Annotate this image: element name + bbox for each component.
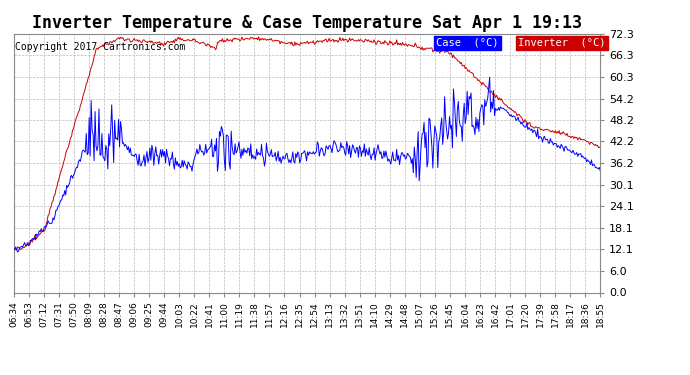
Text: Copyright 2017 Cartronics.com: Copyright 2017 Cartronics.com bbox=[15, 42, 186, 51]
Title: Inverter Temperature & Case Temperature Sat Apr 1 19:13: Inverter Temperature & Case Temperature … bbox=[32, 14, 582, 32]
Text: Case  (°C): Case (°C) bbox=[436, 38, 499, 48]
Text: Inverter  (°C): Inverter (°C) bbox=[518, 38, 606, 48]
